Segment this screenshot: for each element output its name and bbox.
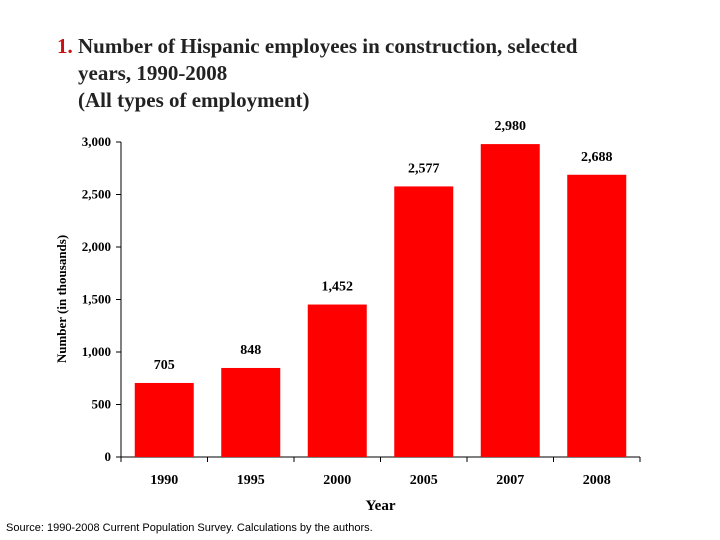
x-tick-label: 2007 (496, 473, 524, 488)
y-axis-title: Number (in thousands) (54, 235, 69, 363)
chart-title: 1. Number of Hispanic employees in const… (57, 33, 697, 114)
y-tick-label: 2,500 (82, 187, 111, 202)
title-line-3: (All types of employment) (78, 88, 310, 112)
y-tick-label: 1,000 (82, 344, 111, 359)
bar-2008 (567, 174, 627, 457)
source-note: Source: 1990-2008 Current Population Sur… (6, 522, 373, 534)
bar-2005 (394, 186, 454, 458)
x-tick-label: 2005 (410, 473, 438, 488)
title-line-1: Number of Hispanic employees in construc… (78, 34, 578, 58)
bar-1995 (221, 367, 281, 457)
x-tick-label: 2008 (583, 473, 611, 488)
bar-1990 (134, 382, 194, 457)
y-tick-label: 1,500 (82, 292, 111, 307)
bar-2007 (480, 144, 540, 457)
y-tick-label: 3,000 (82, 134, 111, 149)
x-axis-title: Year (366, 498, 396, 514)
data-label: 705 (154, 358, 175, 373)
data-label: 2,577 (408, 161, 440, 176)
y-tick-label: 2,000 (82, 239, 111, 254)
data-label: 848 (240, 343, 261, 358)
y-tick-label: 500 (92, 397, 112, 412)
title-number: 1. (57, 34, 73, 58)
title-line-2: years, 1990-2008 (78, 61, 228, 85)
data-label: 2,980 (495, 119, 527, 134)
y-tick-label: 0 (105, 449, 112, 464)
data-label: 2,688 (581, 150, 613, 165)
x-tick-label: 1995 (237, 473, 265, 488)
x-tick-label: 2000 (323, 473, 351, 488)
x-tick-label: 1990 (150, 473, 178, 488)
data-label: 1,452 (322, 280, 354, 295)
bar-2000 (307, 304, 367, 457)
